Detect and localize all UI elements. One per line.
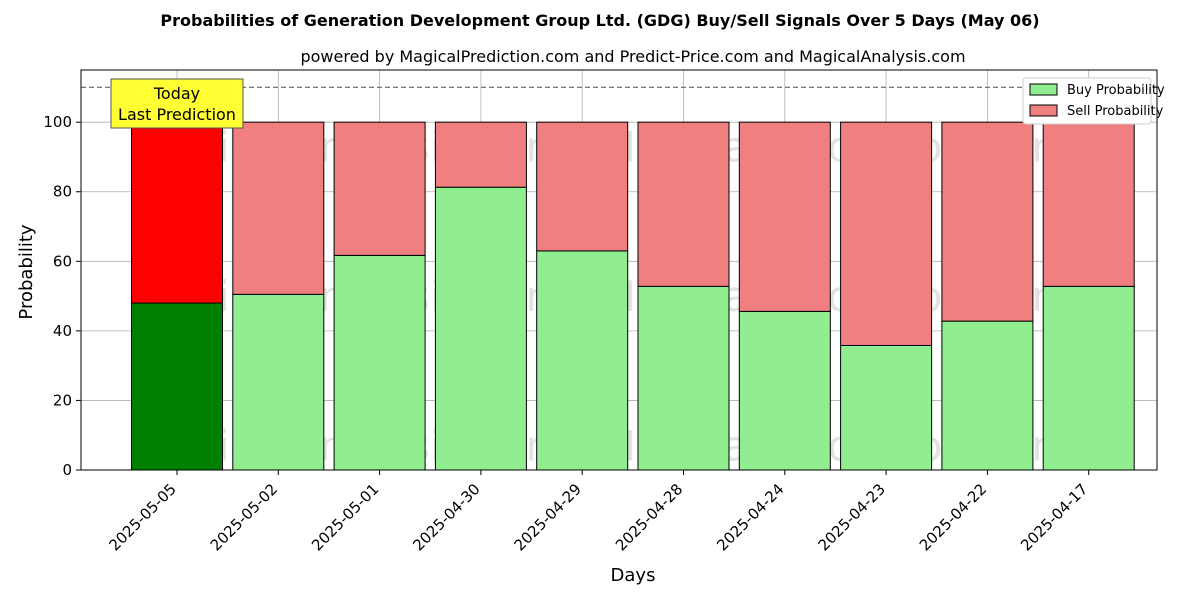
buy-bar (232, 293, 325, 471)
buy-bar (1042, 285, 1135, 471)
legend-label: Buy Probability (1067, 83, 1165, 98)
today-annotation: Today Last Prediction (110, 78, 244, 129)
legend-label: Sell Probability (1067, 104, 1164, 119)
y-tick-label: 20 (53, 391, 72, 409)
bars (131, 121, 1135, 471)
annotation-box (110, 78, 244, 129)
sell-bar (1042, 121, 1135, 287)
chart-subtitle: powered by MagicalPrediction.com and Pre… (300, 47, 965, 66)
y-tick-label: 100 (43, 113, 72, 131)
x-tick-label: 2025-04-30 (409, 480, 483, 554)
sell-bar (738, 121, 831, 312)
buy-bar (941, 320, 1034, 471)
x-axis-ticks: 2025-05-05 2025-05-02 2025-05-01 2025-04-30… (105, 470, 1092, 554)
buy-bar (333, 254, 426, 471)
x-tick-label: 2025-04-17 (1017, 480, 1091, 554)
sell-bar (434, 121, 527, 188)
y-axis-label: Probability (16, 224, 37, 319)
legend-swatch (1029, 83, 1058, 96)
x-tick-label: 2025-05-05 (105, 480, 179, 554)
x-axis-label: Days (611, 565, 656, 586)
y-tick-label: 0 (62, 461, 72, 479)
buy-bar (840, 344, 933, 471)
sell-bar (840, 121, 933, 346)
x-tick-label: 2025-04-29 (511, 480, 585, 554)
buy-bar (434, 186, 527, 471)
buy-bar (637, 285, 730, 471)
sell-bar (536, 121, 629, 252)
x-tick-label: 2025-04-22 (916, 480, 990, 554)
sell-bar (232, 121, 325, 295)
y-tick-label: 60 (53, 252, 72, 270)
legend-swatch (1029, 104, 1058, 117)
x-tick-label: 2025-05-01 (308, 480, 382, 554)
buy-bar (536, 250, 629, 471)
sell-bar (333, 121, 426, 256)
y-tick-label: 80 (53, 183, 72, 201)
plot-frame (80, 69, 1158, 471)
sell-bar (941, 121, 1034, 322)
chart-title: Probabilities of Generation Development … (160, 11, 1039, 30)
x-tick-label: 2025-04-23 (815, 480, 889, 554)
legend: Buy Probability Sell Probability (1022, 77, 1165, 125)
sell-bar (637, 121, 730, 287)
x-tick-label: 2025-05-02 (207, 480, 281, 554)
buy-bar (131, 302, 223, 471)
buy-bar (738, 310, 831, 471)
x-tick-label: 2025-04-28 (612, 480, 686, 554)
sell-bar (131, 121, 223, 304)
annotation-text: Today (153, 84, 200, 103)
y-axis-ticks: 0 20 40 60 80 100 (43, 113, 81, 479)
y-tick-label: 40 (53, 322, 72, 340)
annotation-text: Last Prediction (118, 105, 236, 124)
x-tick-label: 2025-04-24 (713, 480, 787, 554)
